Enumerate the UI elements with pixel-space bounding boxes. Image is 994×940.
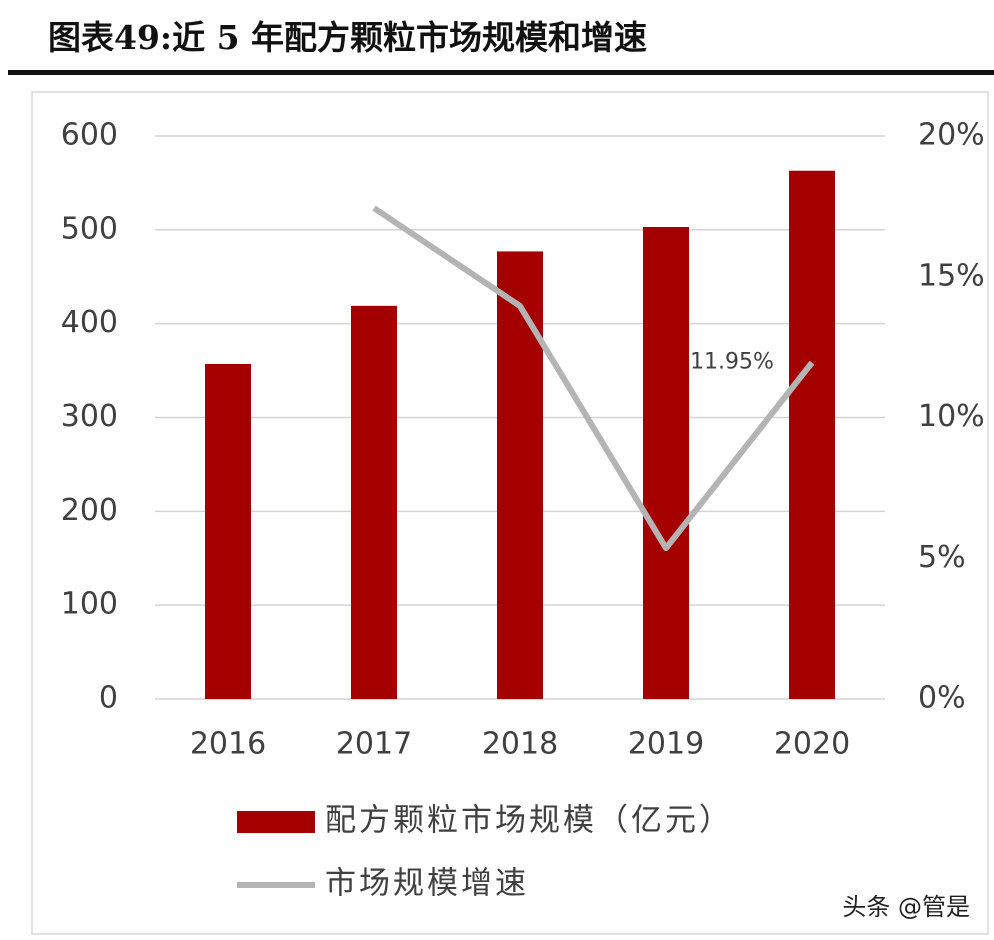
chart-title: 图表49:近 5 年配方颗粒市场规模和增速 (48, 18, 647, 57)
bar (643, 227, 689, 700)
legend-symbol (237, 811, 315, 833)
y-tick-label: 300 (61, 399, 118, 434)
bar (497, 251, 543, 700)
y-tick-label: 500 (61, 211, 118, 246)
y2-tick-label: 15% (918, 258, 985, 293)
bar (351, 305, 397, 699)
y-tick-label: 100 (61, 587, 118, 622)
bar (205, 364, 251, 699)
y2-tick-label: 0% (918, 681, 966, 716)
title-rule (8, 70, 994, 75)
y-tick-label: 200 (61, 493, 118, 528)
x-tick-label: 2018 (482, 727, 558, 762)
x-tick-label: 2020 (774, 727, 850, 762)
y-tick-label: 600 (61, 118, 118, 153)
y-tick-label: 0 (99, 681, 118, 716)
y-tick-label: 400 (61, 305, 118, 340)
y2-tick-label: 10% (918, 399, 985, 434)
y2-tick-label: 5% (918, 540, 966, 575)
chart-frame (31, 91, 989, 935)
x-tick-label: 2017 (336, 727, 412, 762)
line (372, 205, 815, 552)
data-label: 11.95% (690, 350, 774, 375)
x-tick-label: 2016 (190, 727, 266, 762)
watermark: 头条 @管是 (842, 893, 970, 921)
bar (789, 170, 835, 700)
legend-label: 市场规模增速 (325, 866, 529, 902)
y2-tick-label: 20% (918, 118, 985, 153)
legend-label: 配方颗粒市场规模（亿元） (325, 803, 733, 839)
x-tick-label: 2019 (628, 727, 704, 762)
